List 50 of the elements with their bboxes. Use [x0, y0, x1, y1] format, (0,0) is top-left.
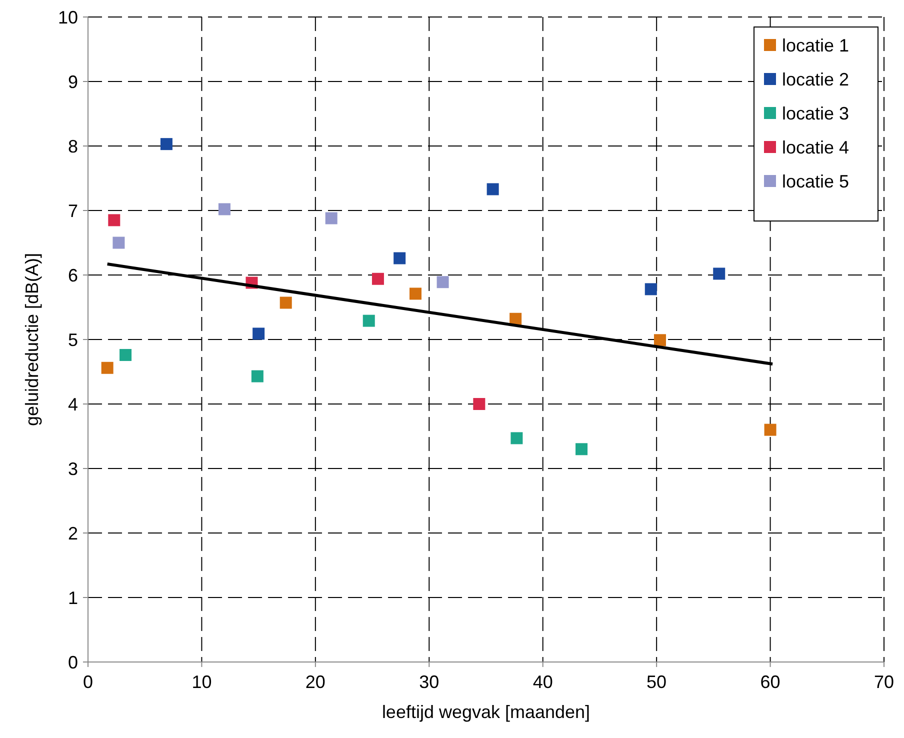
y-tick-label: 4 — [68, 394, 78, 414]
y-tick-label: 9 — [68, 72, 78, 92]
legend-label: locatie 1 — [782, 35, 850, 56]
point — [644, 283, 657, 296]
y-tick-label: 0 — [68, 652, 78, 672]
point — [112, 236, 125, 249]
x-tick-label: 10 — [192, 672, 212, 692]
point — [510, 312, 522, 325]
point — [101, 362, 114, 374]
legend-label: locatie 2 — [782, 69, 850, 90]
y-tick-label: 10 — [58, 7, 78, 28]
point — [486, 183, 499, 196]
point — [409, 288, 422, 300]
y-tick-label: 8 — [68, 136, 78, 156]
point — [764, 424, 776, 436]
x-tick-label: 50 — [646, 672, 667, 692]
point — [160, 138, 172, 150]
x-tick-label: 30 — [419, 672, 440, 692]
y-tick-label: 3 — [68, 458, 78, 479]
x-tick-label: 0 — [82, 672, 94, 692]
point — [372, 272, 384, 285]
point — [713, 268, 726, 280]
legend-label: locatie 5 — [782, 171, 850, 192]
point — [251, 370, 264, 382]
point — [362, 314, 375, 327]
point — [436, 276, 449, 288]
point — [394, 252, 406, 264]
legend-label: locatie 3 — [782, 103, 850, 124]
point — [654, 334, 666, 346]
y-tick-label: 6 — [68, 265, 78, 286]
point — [280, 296, 292, 309]
point — [325, 212, 338, 224]
y-axis-title: geluidreductie [dB(A)] — [22, 252, 42, 426]
point — [120, 348, 132, 361]
point — [218, 203, 230, 216]
y-tick-label: 5 — [68, 330, 78, 350]
x-tick-label: 20 — [305, 672, 326, 692]
point — [108, 214, 120, 226]
point — [473, 398, 486, 410]
x-tick-label: 40 — [532, 672, 553, 692]
point — [576, 443, 588, 456]
x-tick-label: 60 — [760, 672, 780, 692]
point — [510, 432, 523, 444]
y-tick-label: 7 — [68, 200, 78, 221]
y-tick-label: 2 — [68, 523, 78, 544]
x-axis-title: leeftijd wegvak [maanden] — [382, 702, 590, 722]
point — [252, 328, 265, 340]
legend-label: locatie 4 — [782, 137, 850, 158]
x-tick-label: 70 — [874, 672, 894, 692]
y-tick-label: 1 — [68, 588, 78, 608]
